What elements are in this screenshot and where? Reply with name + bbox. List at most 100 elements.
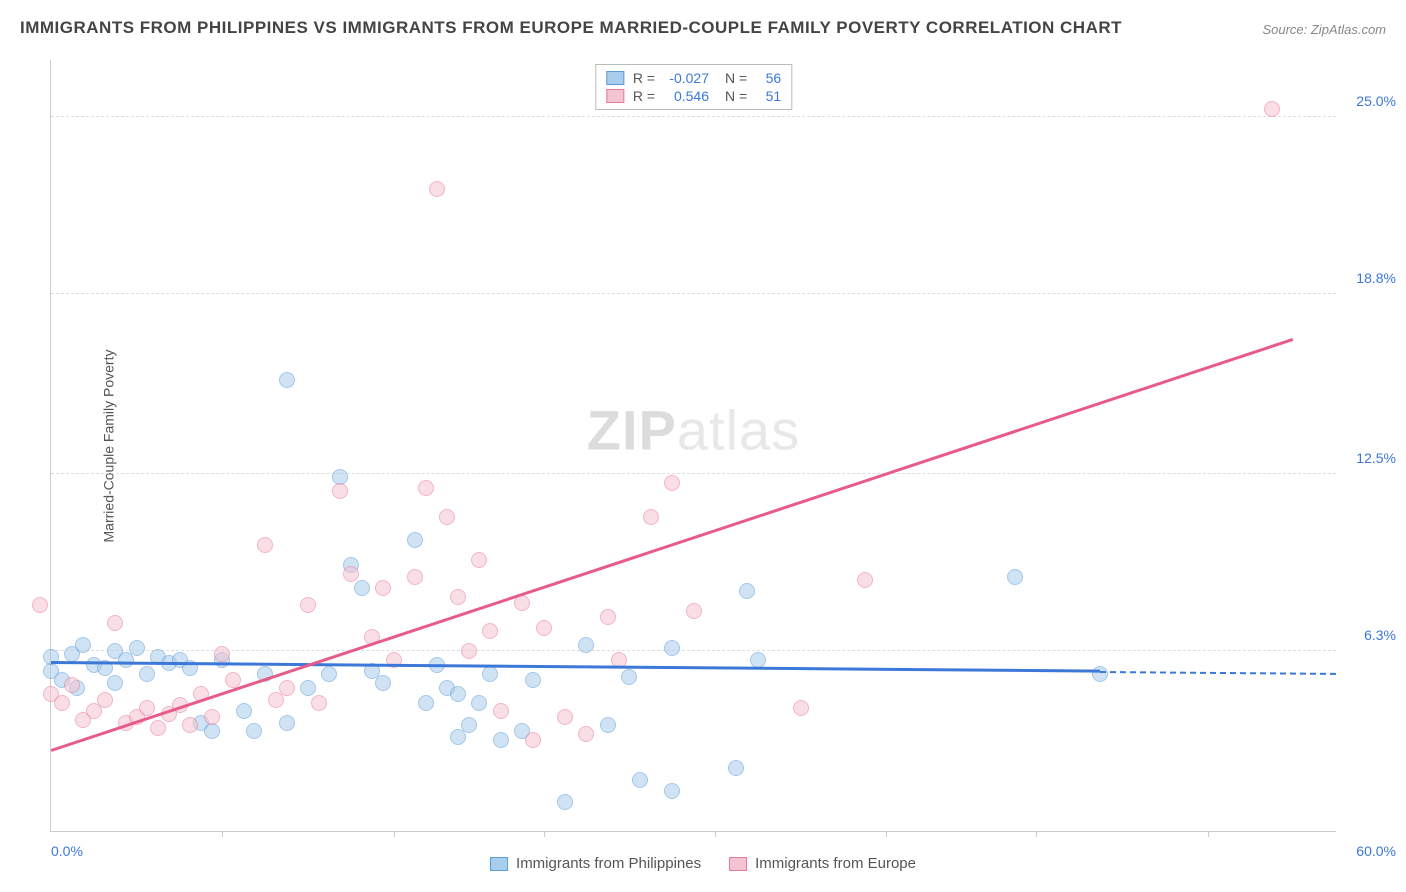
data-point	[793, 700, 809, 716]
data-point	[600, 717, 616, 733]
gridline	[51, 293, 1336, 294]
data-point	[1264, 101, 1280, 117]
data-point	[214, 646, 230, 662]
legend-swatch	[606, 89, 624, 103]
data-point	[482, 623, 498, 639]
data-point	[375, 580, 391, 596]
data-point	[664, 640, 680, 656]
data-point	[354, 580, 370, 596]
data-point	[1007, 569, 1023, 585]
legend-n-value: 51	[753, 88, 781, 104]
data-point	[107, 675, 123, 691]
data-point	[557, 709, 573, 725]
legend-series-label: Immigrants from Philippines	[516, 855, 701, 872]
legend-swatch	[490, 857, 508, 871]
data-point	[321, 666, 337, 682]
data-point	[236, 703, 252, 719]
trend-line	[51, 337, 1294, 751]
legend-swatch	[729, 857, 747, 871]
data-point	[557, 794, 573, 810]
x-tick-mark	[222, 831, 223, 837]
data-point	[418, 480, 434, 496]
data-point	[429, 181, 445, 197]
trend-line	[51, 661, 1100, 672]
data-point	[728, 760, 744, 776]
legend-series-item: Immigrants from Philippines	[490, 855, 701, 872]
data-point	[578, 637, 594, 653]
source-attribution: Source: ZipAtlas.com	[1262, 22, 1386, 37]
data-point	[204, 723, 220, 739]
legend-series-label: Immigrants from Europe	[755, 855, 916, 872]
data-point	[182, 717, 198, 733]
x-tick-mark	[886, 831, 887, 837]
data-point	[664, 783, 680, 799]
legend-n-value: 56	[753, 70, 781, 86]
data-point	[32, 597, 48, 613]
chart-title: IMMIGRANTS FROM PHILIPPINES VS IMMIGRANT…	[20, 18, 1122, 38]
y-tick-label: 25.0%	[1341, 93, 1396, 109]
data-point	[332, 483, 348, 499]
data-point	[686, 603, 702, 619]
data-point	[471, 695, 487, 711]
data-point	[482, 666, 498, 682]
data-point	[643, 509, 659, 525]
legend-r-label: R =	[633, 88, 655, 104]
data-point	[578, 726, 594, 742]
data-point	[279, 372, 295, 388]
x-tick-mark	[544, 831, 545, 837]
x-tick-max: 60.0%	[1356, 843, 1396, 859]
data-point	[493, 732, 509, 748]
scatter-chart: ZIPatlas R =-0.027N =56R =0.546N =51 6.3…	[50, 60, 1336, 832]
legend-swatch	[606, 71, 624, 85]
x-tick-mark	[1208, 831, 1209, 837]
gridline	[51, 650, 1336, 651]
data-point	[300, 680, 316, 696]
data-point	[525, 732, 541, 748]
data-point	[739, 583, 755, 599]
data-point	[204, 709, 220, 725]
y-tick-label: 18.8%	[1341, 270, 1396, 286]
data-point	[600, 609, 616, 625]
data-point	[139, 666, 155, 682]
data-point	[407, 569, 423, 585]
watermark: ZIPatlas	[587, 398, 800, 463]
data-point	[621, 669, 637, 685]
legend-stats: R =-0.027N =56R =0.546N =51	[595, 64, 792, 110]
data-point	[150, 720, 166, 736]
data-point	[375, 675, 391, 691]
data-point	[461, 717, 477, 733]
data-point	[1092, 666, 1108, 682]
legend-r-value: 0.546	[661, 88, 709, 104]
data-point	[750, 652, 766, 668]
legend-series-item: Immigrants from Europe	[729, 855, 916, 872]
legend-n-label: N =	[725, 70, 747, 86]
data-point	[139, 700, 155, 716]
gridline	[51, 473, 1336, 474]
data-point	[311, 695, 327, 711]
data-point	[107, 615, 123, 631]
x-tick-min: 0.0%	[51, 843, 83, 859]
y-tick-label: 6.3%	[1341, 627, 1396, 643]
data-point	[300, 597, 316, 613]
x-tick-mark	[1036, 831, 1037, 837]
data-point	[471, 552, 487, 568]
data-point	[64, 677, 80, 693]
data-point	[857, 572, 873, 588]
data-point	[225, 672, 241, 688]
data-point	[461, 643, 477, 659]
data-point	[418, 695, 434, 711]
data-point	[246, 723, 262, 739]
data-point	[97, 692, 113, 708]
legend-r-label: R =	[633, 70, 655, 86]
gridline	[51, 116, 1336, 117]
x-tick-mark	[715, 831, 716, 837]
data-point	[450, 589, 466, 605]
data-point	[525, 672, 541, 688]
data-point	[664, 475, 680, 491]
data-point	[75, 637, 91, 653]
data-point	[407, 532, 423, 548]
data-point	[536, 620, 552, 636]
data-point	[279, 680, 295, 696]
legend-series: Immigrants from Philippines Immigrants fr…	[490, 855, 916, 872]
data-point	[493, 703, 509, 719]
